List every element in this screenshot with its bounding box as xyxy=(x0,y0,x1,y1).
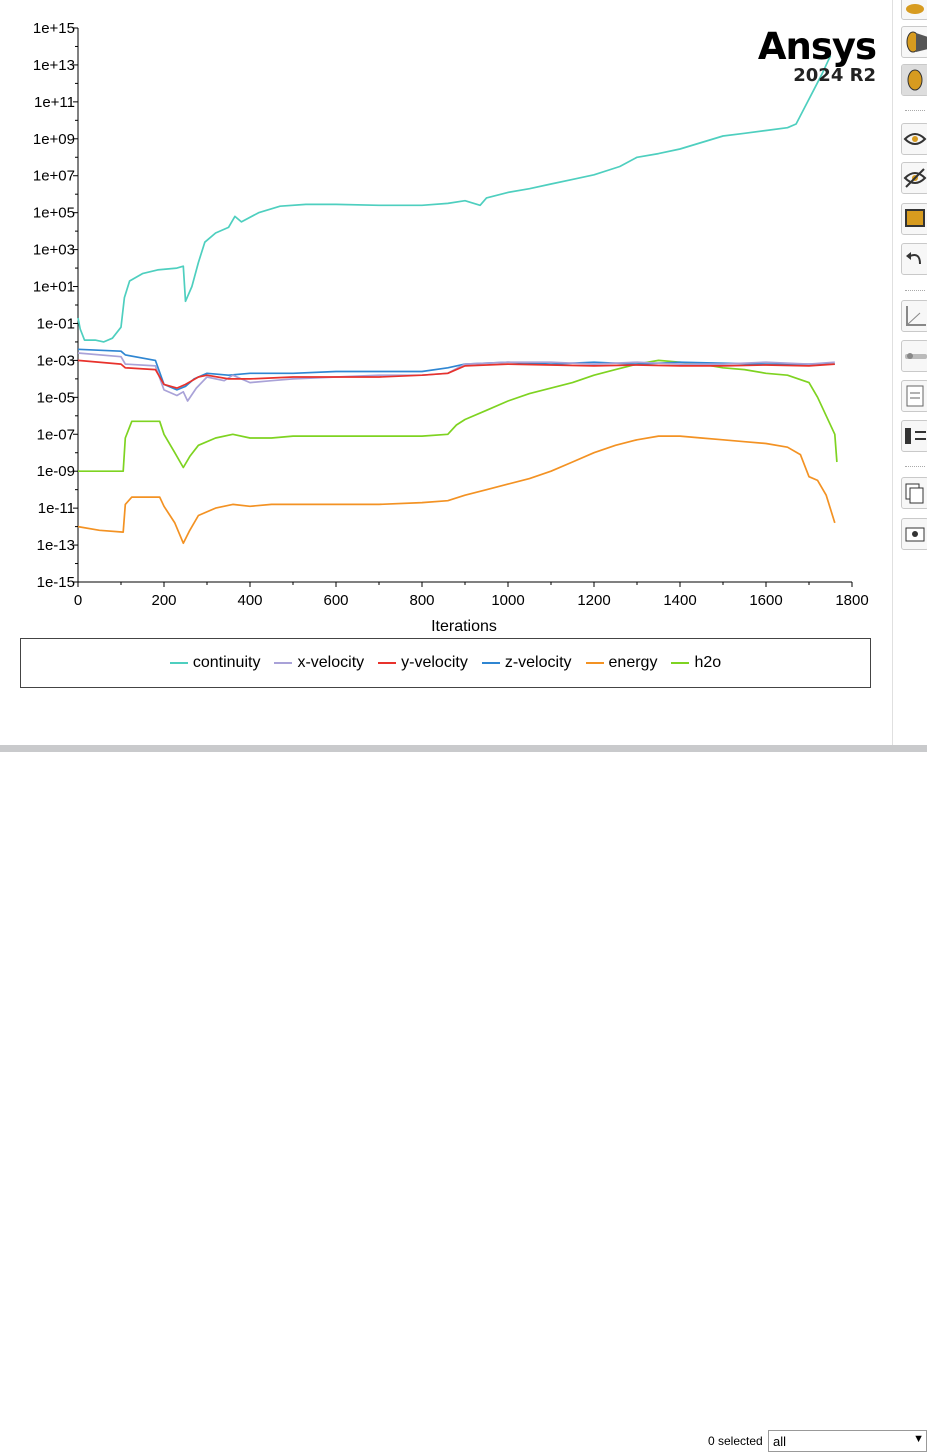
tick-labels: 1e+15 1e+13 1e+11 1e+09 1e+07 1e+05 1e+03 1e+01… xyxy=(33,20,869,609)
chevron-down-icon: ▼ xyxy=(913,1433,924,1445)
legend-swatch xyxy=(671,662,690,664)
x-tick-label: 1600 xyxy=(749,592,782,609)
series-line-h2o xyxy=(78,359,838,473)
selection-filter-dropdown[interactable]: all ▼ xyxy=(768,1430,927,1452)
y-tick-label: 1e-11 xyxy=(38,500,75,517)
y-tick-label: 1e+03 xyxy=(33,242,75,259)
series-line-continuity xyxy=(77,55,832,343)
y-tick-label: 1e-05 xyxy=(37,389,75,406)
bottom-scroll-strip xyxy=(0,745,927,752)
series-line-y-velocity xyxy=(77,359,835,389)
residuals-chart: 1e+15 1e+13 1e+11 1e+09 1e+07 1e+05 1e+03 1e+01… xyxy=(33,20,869,635)
x-tick-label: 1400 xyxy=(663,592,696,609)
series-lines xyxy=(77,55,838,545)
legend-item-y-velocity: y-velocity xyxy=(378,654,468,672)
legend-label: x-velocity xyxy=(297,654,365,671)
y-tick-label: 1e-15 xyxy=(37,574,75,591)
right-toolbar xyxy=(892,0,927,752)
selection-filter-value: all xyxy=(773,1434,787,1449)
y-tick-label: 1e+13 xyxy=(33,57,75,74)
x-tick-label: 600 xyxy=(323,592,348,609)
ellipse-icon[interactable] xyxy=(901,0,927,20)
series-line-x-velocity xyxy=(77,352,835,402)
x-axis-label: Iterations xyxy=(431,618,497,635)
window-icon[interactable] xyxy=(901,203,927,235)
legend-label: energy xyxy=(608,654,658,671)
legend-label: continuity xyxy=(192,654,261,671)
axis-frame xyxy=(73,27,853,587)
y-tick-label: 1e+15 xyxy=(33,20,75,37)
x-tick-label: 800 xyxy=(409,592,434,609)
y-tick-label: 1e+11 xyxy=(34,94,75,111)
y-tick-label: 1e+01 xyxy=(33,279,75,296)
legend-item-h2o: h2o xyxy=(671,654,721,672)
series-line-energy xyxy=(77,435,836,545)
y-tick-label: 1e-03 xyxy=(37,352,75,369)
selection-count: 0 selected xyxy=(708,1434,763,1448)
toolbar-separator xyxy=(905,290,925,293)
axes-icon[interactable] xyxy=(901,300,927,332)
legend-swatch xyxy=(585,662,604,664)
legend-label: y-velocity xyxy=(401,654,468,671)
slider-icon[interactable] xyxy=(901,340,927,372)
y-tick-label: 1e+07 xyxy=(33,168,75,185)
y-tick-label: 1e-07 xyxy=(37,426,75,443)
y-tick-label: 1e-01 xyxy=(37,315,75,332)
split-icon[interactable] xyxy=(901,420,927,452)
toolbar-separator xyxy=(905,466,925,469)
y-tick-label: 1e+09 xyxy=(33,131,75,148)
legend-swatch xyxy=(481,662,500,664)
legend-swatch xyxy=(169,662,188,664)
logo-version: 2024 R2 xyxy=(793,65,876,86)
duplicate-icon[interactable] xyxy=(901,477,927,509)
chart-legend: continuity x-velocity y-velocity z-velocity… xyxy=(20,638,871,688)
legend-item-z-velocity: z-velocity xyxy=(481,654,572,672)
x-tick-label: 200 xyxy=(151,592,176,609)
page-icon[interactable] xyxy=(901,380,927,412)
mesh-icon[interactable] xyxy=(901,64,927,96)
visible-icon[interactable] xyxy=(901,123,927,155)
legend-item-x-velocity: x-velocity xyxy=(274,654,364,672)
legend-swatch xyxy=(274,662,293,664)
legend-label: h2o xyxy=(694,654,722,671)
x-tick-label: 1800 xyxy=(835,592,868,609)
y-tick-label: 1e-13 xyxy=(37,537,75,554)
ansys-logo: Ansys 2024 R2 xyxy=(752,25,877,86)
half-fill-icon[interactable] xyxy=(901,26,927,58)
x-tick-label: 0 xyxy=(74,592,82,609)
undo-icon[interactable] xyxy=(901,243,927,275)
hidden-icon[interactable] xyxy=(901,162,927,194)
legend-label: z-velocity xyxy=(504,654,572,671)
y-tick-label: 1e+05 xyxy=(33,205,75,222)
logo-brand: Ansys xyxy=(757,25,877,68)
y-tick-label: 1e-09 xyxy=(37,463,75,480)
camera-icon[interactable] xyxy=(901,518,927,550)
toolbar-separator xyxy=(905,110,925,113)
legend-item-energy: energy xyxy=(585,654,658,672)
x-tick-label: 1200 xyxy=(577,592,610,609)
x-tick-label: 400 xyxy=(237,592,262,609)
x-tick-label: 1000 xyxy=(491,592,524,609)
legend-item-continuity: continuity xyxy=(169,654,261,672)
legend-swatch xyxy=(378,662,397,664)
